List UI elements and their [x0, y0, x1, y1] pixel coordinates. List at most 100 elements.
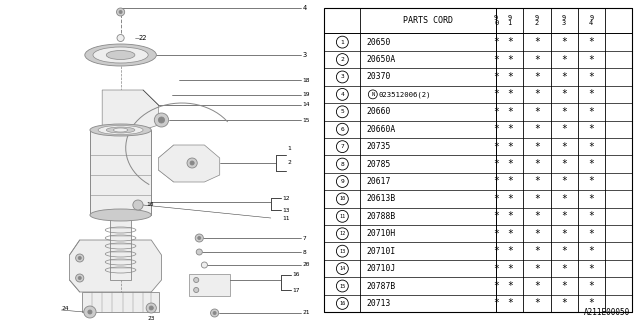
Text: *: * [534, 246, 540, 256]
Text: *: * [493, 37, 499, 47]
Bar [110, 215, 131, 280]
Text: *: * [493, 194, 499, 204]
Circle shape [146, 303, 156, 313]
Text: 21: 21 [303, 310, 310, 316]
Text: *: * [493, 229, 499, 239]
Text: 20650: 20650 [366, 38, 390, 47]
Text: *: * [534, 299, 540, 308]
Text: *: * [493, 124, 499, 134]
Text: *: * [561, 177, 567, 187]
Text: *: * [507, 124, 513, 134]
Text: 5: 5 [340, 109, 344, 114]
Ellipse shape [113, 128, 128, 132]
Text: 9
2: 9 2 [535, 15, 539, 27]
Text: 20787B: 20787B [366, 282, 395, 291]
Text: *: * [561, 107, 567, 117]
Bar [82, 292, 159, 312]
Circle shape [76, 254, 84, 262]
Text: *: * [534, 159, 540, 169]
Text: *: * [493, 142, 499, 152]
Text: 3: 3 [303, 52, 307, 58]
Text: 10: 10 [146, 203, 154, 207]
Ellipse shape [93, 47, 148, 63]
Text: 4: 4 [303, 5, 307, 11]
Text: 17: 17 [292, 287, 300, 292]
Ellipse shape [106, 51, 135, 60]
Text: *: * [534, 124, 540, 134]
Text: 13: 13 [339, 249, 346, 254]
Text: N: N [371, 92, 374, 97]
Bar [90, 130, 151, 215]
Text: 24: 24 [61, 306, 69, 310]
Text: *: * [534, 264, 540, 274]
Text: 16: 16 [292, 273, 300, 277]
Ellipse shape [98, 125, 143, 134]
Text: *: * [588, 107, 594, 117]
Text: 8: 8 [303, 250, 307, 254]
Text: 20735: 20735 [366, 142, 390, 151]
Text: *: * [588, 194, 594, 204]
Circle shape [196, 249, 202, 255]
Text: *: * [534, 142, 540, 152]
Text: A211E00050: A211E00050 [584, 308, 630, 317]
Circle shape [117, 35, 124, 42]
Text: *: * [561, 229, 567, 239]
Circle shape [213, 311, 216, 315]
Text: 6: 6 [340, 127, 344, 132]
Text: *: * [534, 107, 540, 117]
Text: 2: 2 [340, 57, 344, 62]
Text: 20710H: 20710H [366, 229, 395, 238]
Text: *: * [534, 281, 540, 291]
Circle shape [195, 234, 204, 242]
Bar [189, 274, 230, 296]
Text: 20710J: 20710J [366, 264, 395, 273]
Text: *: * [534, 54, 540, 65]
Text: *: * [561, 54, 567, 65]
Text: *: * [493, 281, 499, 291]
Text: 13: 13 [282, 207, 289, 212]
Text: *: * [493, 177, 499, 187]
Text: *: * [588, 124, 594, 134]
Text: *: * [507, 264, 513, 274]
Text: *: * [561, 281, 567, 291]
Text: 8: 8 [340, 162, 344, 167]
Circle shape [194, 287, 199, 292]
Circle shape [202, 262, 207, 268]
Text: 20785: 20785 [366, 160, 390, 169]
Text: *: * [507, 281, 513, 291]
Text: 3: 3 [340, 75, 344, 79]
Text: *: * [588, 264, 594, 274]
Text: 9
0: 9 0 [494, 15, 499, 27]
Text: *: * [561, 264, 567, 274]
Text: 20613B: 20613B [366, 195, 395, 204]
Text: 15: 15 [339, 284, 346, 289]
Ellipse shape [90, 209, 151, 221]
Text: *: * [507, 229, 513, 239]
Text: 20660: 20660 [366, 107, 390, 116]
Text: 20370: 20370 [366, 72, 390, 82]
Text: *: * [493, 299, 499, 308]
Circle shape [187, 158, 197, 168]
Circle shape [76, 274, 84, 282]
Text: *: * [561, 299, 567, 308]
Text: *: * [493, 54, 499, 65]
Text: 23: 23 [147, 316, 155, 320]
Text: *: * [561, 89, 567, 100]
Circle shape [88, 310, 92, 314]
Text: 20: 20 [303, 262, 310, 268]
Text: 9
4: 9 4 [589, 15, 593, 27]
Text: *: * [534, 211, 540, 221]
Text: *: * [561, 246, 567, 256]
Circle shape [78, 276, 81, 279]
Text: 15: 15 [303, 117, 310, 123]
Circle shape [154, 113, 168, 127]
Text: 9: 9 [340, 179, 344, 184]
Text: 10: 10 [339, 196, 346, 201]
Text: 20660A: 20660A [366, 125, 395, 134]
Text: 20617: 20617 [366, 177, 390, 186]
Circle shape [116, 8, 125, 16]
Text: 20788B: 20788B [366, 212, 395, 221]
Text: PARTS CORD: PARTS CORD [403, 16, 453, 25]
Text: *: * [493, 211, 499, 221]
Text: 14: 14 [339, 266, 346, 271]
